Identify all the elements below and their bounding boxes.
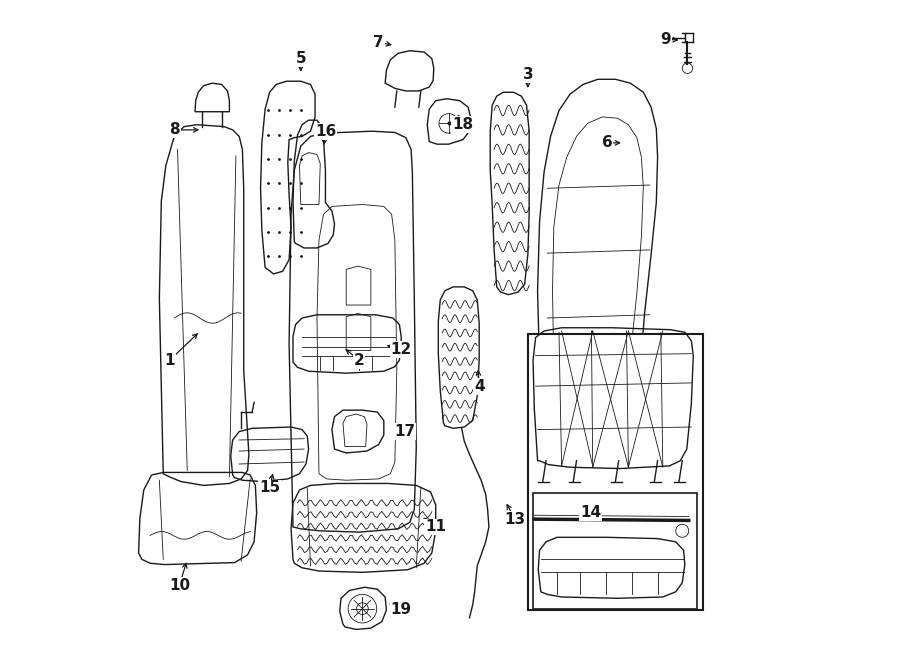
Text: 9: 9 bbox=[660, 32, 670, 46]
Text: 5: 5 bbox=[295, 51, 306, 66]
Text: 19: 19 bbox=[391, 602, 412, 618]
Text: 12: 12 bbox=[391, 342, 412, 357]
Text: 2: 2 bbox=[354, 353, 364, 367]
Bar bbox=[528, 334, 703, 610]
Text: 16: 16 bbox=[315, 124, 336, 138]
Text: 11: 11 bbox=[425, 520, 446, 534]
Text: 6: 6 bbox=[601, 135, 612, 150]
Text: 8: 8 bbox=[169, 122, 180, 138]
Text: 18: 18 bbox=[453, 117, 473, 132]
Text: 1: 1 bbox=[165, 353, 175, 367]
Text: 4: 4 bbox=[474, 379, 484, 394]
Bar bbox=[533, 493, 697, 608]
Text: 7: 7 bbox=[374, 35, 384, 50]
Text: 13: 13 bbox=[504, 512, 526, 527]
Text: 17: 17 bbox=[394, 424, 415, 439]
Text: 15: 15 bbox=[259, 481, 280, 495]
Text: 3: 3 bbox=[523, 68, 533, 82]
Text: 10: 10 bbox=[169, 578, 190, 592]
Text: 14: 14 bbox=[580, 505, 601, 520]
